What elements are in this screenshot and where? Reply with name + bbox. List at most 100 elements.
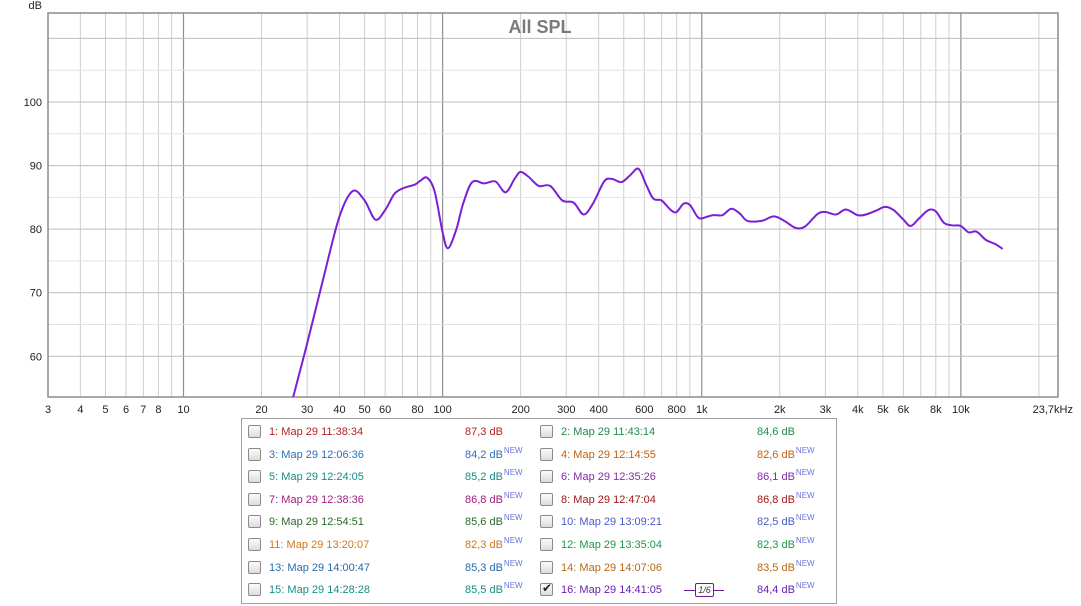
x-tick-label: 3k (820, 404, 832, 416)
legend-entry[interactable]: 13: Мар 29 14:00:47 85,3 dBNEW (242, 557, 538, 579)
x-tick-label: 2k (774, 404, 786, 416)
measurement-value-text: 84,4 dB (757, 584, 795, 597)
measurement-value-text: 86,8 dB (757, 493, 795, 506)
legend-entry[interactable]: 1: Мар 29 11:38:34 87,3 dB (242, 421, 538, 443)
measurement-label: 6: Мар 29 12:35:26 (561, 471, 656, 484)
legend-entry[interactable]: 4: Мар 29 12:14:55 82,6 dBNEW (534, 444, 830, 466)
legend-entry[interactable]: 11: Мар 29 13:20:07 82,3 dBNEW (242, 534, 538, 556)
measurement-value-text: 86,1 dB (757, 471, 795, 484)
measurement-checkbox[interactable] (248, 492, 261, 506)
y-tick-label: 80 (30, 224, 42, 236)
legend-entry[interactable]: 14: Мар 29 14:07:06 83,5 dBNEW (534, 557, 830, 579)
legend-entry[interactable]: 15: Мар 29 14:28:28 85,5 dBNEW (242, 579, 538, 601)
measurement-value-text: 82,3 dB (465, 539, 503, 551)
x-tick-label: 80 (411, 404, 423, 416)
horizontal-gridlines (48, 37, 1058, 357)
measurement-value: 84,6 dB (757, 426, 795, 438)
new-badge: NEW (795, 468, 815, 478)
legend-entry[interactable]: 5: Мар 29 12:24:05 85,2 dBNEW (242, 466, 538, 488)
measurement-value: 86,8 dBNEW (465, 490, 523, 506)
legend-entry[interactable]: 16: Мар 29 14:41:05 84,4 dBNEW 1/6 (534, 579, 830, 601)
legend-row: 1: Мар 29 11:38:34 87,3 dB 2: Мар 29 11:43… (242, 421, 836, 443)
smoothing-indicator[interactable]: 1/6 (684, 583, 724, 598)
measurement-value-text: 82,6 dB (757, 448, 795, 461)
measurement-checkbox[interactable] (540, 425, 553, 438)
x-tick-label: 1k (696, 404, 708, 416)
spl-series-line (292, 167, 1004, 398)
y-tick-labels: 60 70 80 90 100 (24, 97, 42, 363)
vertical-gridlines (47, 13, 1040, 397)
y-tick-label: 90 (30, 161, 42, 173)
measurement-value: 82,6 dBNEW (757, 445, 815, 461)
new-badge: NEW (503, 490, 523, 500)
measurement-value: 86,8 dBNEW (757, 491, 815, 506)
x-tick-label: 3 (45, 404, 51, 416)
measurement-value-text: 84,6 dB (757, 426, 795, 438)
new-badge: NEW (503, 536, 523, 545)
measurement-checkbox[interactable] (540, 492, 553, 506)
x-tick-label: 30 (301, 404, 313, 416)
x-tick-label: 40 (333, 404, 345, 416)
legend-entry[interactable]: 9: Мар 29 12:54:51 85,6 dBNEW (242, 511, 538, 533)
x-tick-label: 400 (589, 404, 607, 416)
new-badge: NEW (503, 558, 523, 568)
measurement-checkbox[interactable] (540, 581, 553, 597)
measurement-legend: 1: Мар 29 11:38:34 87,3 dB 2: Мар 29 11:43… (241, 418, 837, 604)
measurement-label: 3: Мар 29 12:06:36 (269, 448, 364, 461)
measurement-checkbox[interactable] (248, 515, 261, 529)
measurement-checkbox[interactable] (248, 560, 261, 574)
measurement-label: 13: Мар 29 14:00:47 (269, 561, 371, 574)
new-badge: NEW (795, 558, 815, 568)
legend-entry[interactable]: 10: Мар 29 13:09:21 82,5 dBNEW (534, 511, 830, 533)
legend-entry[interactable]: 8: Мар 29 12:47:04 86,8 dBNEW (534, 489, 830, 511)
legend-entry[interactable]: 2: Мар 29 11:43:14 84,6 dB (534, 421, 830, 443)
new-badge: NEW (795, 581, 815, 591)
measurement-value-text: 85,2 dB (465, 471, 503, 484)
measurement-value-text: 84,2 dB (465, 448, 503, 461)
y-tick-label: 100 (24, 97, 42, 109)
measurement-value-text: 82,3 dB (757, 539, 795, 551)
smoothing-label: 1/6 (695, 583, 714, 598)
legend-entry[interactable]: 6: Мар 29 12:35:26 86,1 dBNEW (534, 466, 830, 488)
measurement-value: 85,2 dBNEW (465, 468, 523, 484)
x-tick-label: 4k (852, 404, 864, 416)
new-badge: NEW (795, 536, 815, 545)
x-tick-label: 4 (77, 404, 83, 416)
measurement-label: 9: Мар 29 12:54:51 (269, 516, 364, 529)
measurement-checkbox[interactable] (540, 470, 553, 484)
x-tick-label: 20 (255, 404, 267, 416)
measurement-checkbox[interactable] (248, 470, 261, 484)
legend-entry[interactable]: 7: Мар 29 12:38:36 86,8 dBNEW (242, 489, 538, 511)
measurement-checkbox[interactable] (248, 538, 261, 551)
measurement-checkbox[interactable] (540, 447, 553, 461)
x-tick-label: 200 (511, 404, 529, 416)
y-axis-label: dB (29, 0, 42, 12)
measurement-checkbox[interactable] (540, 515, 553, 529)
measurement-value: 82,3 dBNEW (757, 536, 815, 551)
measurement-label: 4: Мар 29 12:14:55 (561, 448, 656, 461)
measurement-label: 10: Мар 29 13:09:21 (561, 516, 663, 529)
legend-entry[interactable]: 12: Мар 29 13:35:04 82,3 dBNEW (534, 534, 830, 556)
measurement-checkbox[interactable] (248, 583, 261, 597)
x-tick-label: 300 (557, 404, 575, 416)
x-tick-label: 5 (102, 404, 108, 416)
x-tick-label: 10k (952, 404, 970, 416)
legend-entry[interactable]: 3: Мар 29 12:06:36 84,2 dBNEW (242, 444, 538, 466)
measurement-value: 84,4 dBNEW (757, 581, 815, 597)
x-tick-label: 50 (358, 404, 370, 416)
plot-frame (47, 12, 1059, 398)
measurement-value: 85,6 dBNEW (465, 513, 523, 528)
x-tick-label: 5k (877, 404, 889, 416)
measurement-label: 8: Мар 29 12:47:04 (561, 493, 656, 506)
measurement-checkbox[interactable] (540, 538, 553, 551)
new-badge: NEW (795, 445, 815, 455)
measurement-label: 5: Мар 29 12:24:05 (269, 471, 364, 484)
x-tick-label: 600 (635, 404, 653, 416)
measurement-value-text: 87,3 dB (465, 426, 503, 438)
measurement-checkbox[interactable] (248, 447, 261, 461)
measurement-checkbox[interactable] (248, 425, 261, 438)
new-badge: NEW (503, 513, 523, 523)
measurement-label: 16: Мар 29 14:41:05 (561, 584, 663, 597)
measurement-checkbox[interactable] (540, 560, 553, 574)
